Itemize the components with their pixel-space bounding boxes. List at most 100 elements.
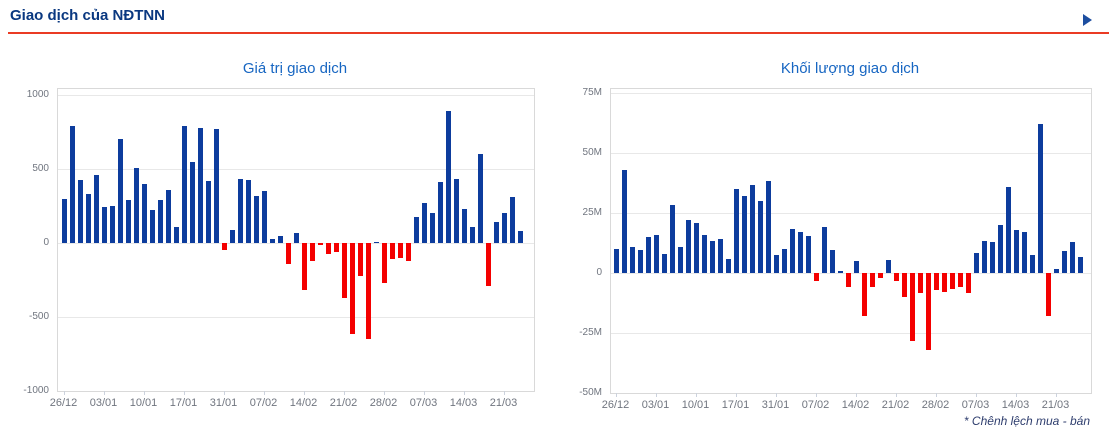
positive-bar[interactable]: [118, 139, 123, 243]
positive-bar[interactable]: [758, 201, 763, 273]
positive-bar[interactable]: [854, 261, 859, 273]
positive-bar[interactable]: [990, 241, 995, 273]
positive-bar[interactable]: [294, 232, 299, 243]
positive-bar[interactable]: [510, 197, 515, 243]
negative-bar[interactable]: [406, 243, 411, 261]
positive-bar[interactable]: [622, 169, 627, 273]
positive-bar[interactable]: [454, 179, 459, 243]
negative-bar[interactable]: [926, 273, 931, 350]
positive-bar[interactable]: [766, 180, 771, 273]
positive-bar[interactable]: [70, 126, 75, 243]
positive-bar[interactable]: [462, 208, 467, 243]
positive-bar[interactable]: [782, 249, 787, 273]
positive-bar[interactable]: [166, 189, 171, 243]
positive-bar[interactable]: [678, 246, 683, 273]
negative-bar[interactable]: [358, 243, 363, 277]
negative-bar[interactable]: [382, 243, 387, 283]
negative-bar[interactable]: [390, 243, 395, 260]
negative-bar[interactable]: [878, 273, 883, 278]
positive-bar[interactable]: [694, 222, 699, 273]
positive-bar[interactable]: [414, 217, 419, 243]
positive-bar[interactable]: [1038, 124, 1043, 273]
positive-bar[interactable]: [270, 239, 275, 243]
negative-bar[interactable]: [398, 243, 403, 258]
positive-bar[interactable]: [246, 180, 251, 243]
negative-bar[interactable]: [342, 243, 347, 298]
negative-bar[interactable]: [862, 273, 867, 317]
positive-bar[interactable]: [174, 226, 179, 243]
positive-bar[interactable]: [422, 203, 427, 243]
negative-bar[interactable]: [326, 243, 331, 255]
positive-bar[interactable]: [654, 234, 659, 273]
positive-bar[interactable]: [230, 230, 235, 243]
positive-bar[interactable]: [134, 167, 139, 243]
positive-bar[interactable]: [262, 191, 267, 243]
negative-bar[interactable]: [958, 273, 963, 288]
positive-bar[interactable]: [1030, 255, 1035, 273]
negative-bar[interactable]: [350, 243, 355, 335]
positive-bar[interactable]: [710, 240, 715, 273]
negative-bar[interactable]: [286, 243, 291, 265]
negative-bar[interactable]: [366, 243, 371, 340]
positive-bar[interactable]: [518, 231, 523, 243]
positive-bar[interactable]: [734, 189, 739, 273]
positive-bar[interactable]: [670, 204, 675, 273]
positive-bar[interactable]: [798, 232, 803, 273]
positive-bar[interactable]: [662, 253, 667, 273]
positive-bar[interactable]: [886, 259, 891, 273]
negative-bar[interactable]: [486, 243, 491, 286]
positive-bar[interactable]: [750, 185, 755, 273]
negative-bar[interactable]: [910, 273, 915, 342]
positive-bar[interactable]: [206, 180, 211, 243]
negative-bar[interactable]: [950, 273, 955, 289]
positive-bar[interactable]: [78, 180, 83, 243]
positive-bar[interactable]: [838, 270, 843, 273]
positive-bar[interactable]: [806, 235, 811, 273]
positive-bar[interactable]: [94, 174, 99, 243]
negative-bar[interactable]: [934, 273, 939, 290]
positive-bar[interactable]: [198, 128, 203, 243]
positive-bar[interactable]: [110, 206, 115, 243]
positive-bar[interactable]: [254, 196, 259, 243]
positive-bar[interactable]: [182, 126, 187, 243]
negative-bar[interactable]: [310, 243, 315, 261]
chevron-right-icon[interactable]: [1083, 14, 1092, 26]
positive-bar[interactable]: [86, 194, 91, 243]
positive-bar[interactable]: [1022, 232, 1027, 273]
negative-bar[interactable]: [894, 273, 899, 282]
negative-bar[interactable]: [942, 273, 947, 293]
positive-bar[interactable]: [150, 210, 155, 243]
positive-bar[interactable]: [974, 252, 979, 273]
positive-bar[interactable]: [502, 213, 507, 243]
positive-bar[interactable]: [686, 220, 691, 273]
positive-bar[interactable]: [718, 239, 723, 273]
positive-bar[interactable]: [278, 236, 283, 243]
negative-bar[interactable]: [902, 273, 907, 297]
positive-bar[interactable]: [158, 200, 163, 243]
positive-bar[interactable]: [374, 241, 379, 243]
positive-bar[interactable]: [726, 258, 731, 273]
negative-bar[interactable]: [1046, 273, 1051, 317]
positive-bar[interactable]: [142, 183, 147, 243]
positive-bar[interactable]: [702, 234, 707, 273]
positive-bar[interactable]: [774, 255, 779, 273]
positive-bar[interactable]: [982, 240, 987, 273]
negative-bar[interactable]: [222, 243, 227, 251]
positive-bar[interactable]: [494, 222, 499, 243]
positive-bar[interactable]: [1078, 257, 1083, 273]
positive-bar[interactable]: [998, 225, 1003, 273]
negative-bar[interactable]: [846, 273, 851, 288]
positive-bar[interactable]: [646, 237, 651, 273]
positive-bar[interactable]: [238, 179, 243, 243]
negative-bar[interactable]: [814, 273, 819, 282]
negative-bar[interactable]: [966, 273, 971, 294]
positive-bar[interactable]: [470, 226, 475, 243]
positive-bar[interactable]: [190, 161, 195, 243]
positive-bar[interactable]: [638, 250, 643, 273]
positive-bar[interactable]: [630, 246, 635, 273]
positive-bar[interactable]: [126, 200, 131, 243]
positive-bar[interactable]: [742, 196, 747, 273]
positive-bar[interactable]: [790, 228, 795, 273]
positive-bar[interactable]: [438, 182, 443, 243]
positive-bar[interactable]: [446, 111, 451, 243]
